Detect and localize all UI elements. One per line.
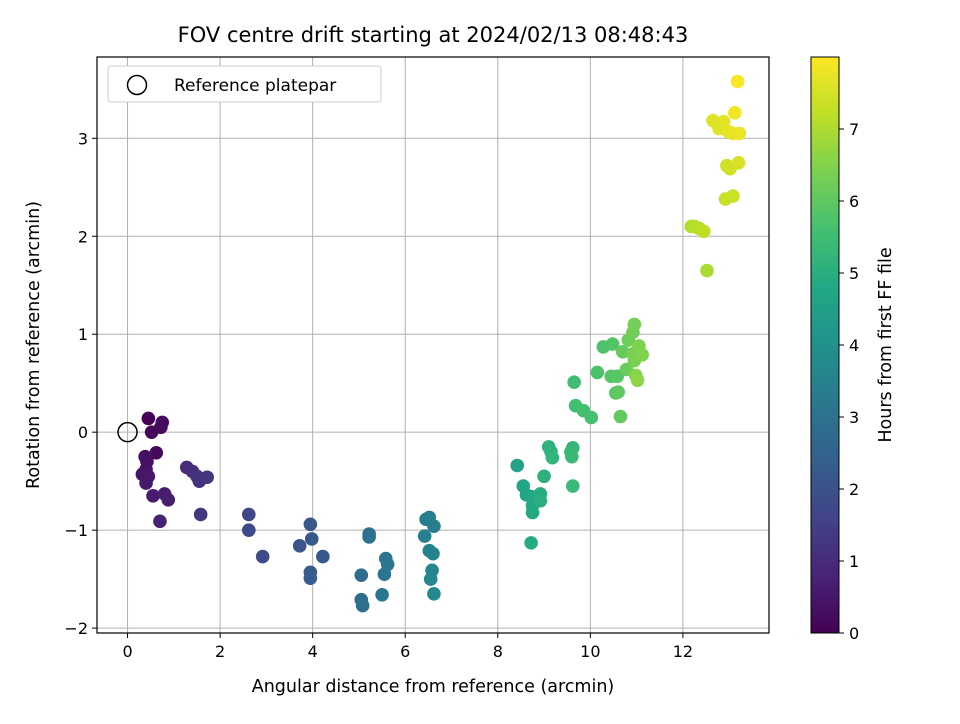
data-point (304, 532, 319, 546)
data-point (533, 493, 548, 508)
colorbar-tick-label: 4 (849, 336, 859, 355)
data-point (510, 458, 525, 473)
x-tick-label: 12 (673, 642, 693, 661)
legend-reference-marker (126, 74, 148, 96)
data-point (200, 470, 214, 485)
data-point (141, 411, 156, 426)
data-point (362, 530, 376, 544)
data-points (135, 74, 747, 613)
data-point (161, 492, 176, 507)
data-point (242, 523, 256, 537)
data-point (303, 517, 318, 532)
data-point (146, 489, 160, 503)
data-point (584, 410, 599, 425)
data-point (427, 519, 441, 534)
data-point (635, 347, 649, 362)
data-point (613, 409, 628, 424)
colorbar-tick-label: 5 (849, 264, 859, 283)
x-tick-label: 0 (122, 642, 132, 661)
grid (97, 57, 769, 633)
data-point (627, 317, 642, 332)
y-tick-label: −2 (64, 619, 88, 638)
x-tick-label: 8 (493, 642, 503, 661)
data-point (610, 369, 624, 384)
y-tick-label: 1 (78, 325, 88, 344)
data-point (427, 587, 441, 601)
data-point (153, 514, 167, 529)
data-point (605, 337, 620, 351)
data-point (426, 546, 440, 561)
data-point (696, 224, 711, 239)
data-point (565, 449, 579, 464)
x-tick-label: 6 (400, 642, 410, 661)
data-point (545, 450, 560, 465)
data-point (377, 567, 392, 582)
x-tick-label: 4 (308, 642, 318, 661)
data-point (255, 549, 270, 564)
data-point (732, 126, 747, 141)
data-point (355, 598, 370, 613)
data-point (700, 263, 714, 278)
x-axis-label: Angular distance from reference (arcmin) (252, 677, 615, 697)
y-tick-label: −1 (64, 521, 88, 540)
y-tick-label: 2 (78, 227, 88, 246)
y-axis-label: Rotation from reference (arcmin) (24, 201, 44, 489)
x-tick-label: 2 (215, 642, 225, 661)
data-point (149, 445, 164, 460)
data-point (537, 469, 551, 484)
data-point (139, 476, 153, 490)
data-point (154, 420, 168, 435)
data-point (730, 74, 745, 89)
data-point (615, 345, 630, 359)
colorbar-tick-label: 3 (849, 408, 859, 427)
data-point (316, 549, 330, 564)
colorbar-ticks: 0 1 2 3 4 5 6 7 (839, 120, 859, 643)
data-point (590, 365, 605, 380)
data-point (524, 536, 538, 550)
colorbar-tick-label: 6 (849, 192, 859, 211)
data-point (193, 507, 208, 522)
data-point (417, 529, 432, 543)
data-point (567, 375, 581, 390)
data-point (375, 587, 389, 602)
chart-title: FOV centre drift starting at 2024/02/13 … (178, 23, 689, 47)
x-tick-label: 10 (580, 642, 600, 661)
data-point (292, 539, 307, 553)
colorbar-tick-label: 7 (849, 120, 859, 139)
legend-reference-label: Reference platepar (174, 76, 336, 96)
data-point (303, 571, 318, 585)
data-point (354, 568, 369, 583)
reference-platepar-marker (117, 421, 138, 443)
data-point (423, 572, 438, 586)
data-point (727, 106, 742, 120)
reference-layer (117, 421, 138, 443)
y-tick-label: 3 (78, 129, 88, 148)
data-point (242, 507, 256, 522)
data-point (525, 505, 540, 520)
plot-frame (96, 56, 770, 634)
data-point (726, 189, 740, 203)
legend-box (107, 65, 382, 103)
colorbar-label: Hours from first FF file (876, 247, 896, 442)
y-tick-label: 0 (78, 423, 88, 442)
data-point (630, 373, 645, 388)
legend: Reference platepar (107, 65, 382, 103)
data-point (611, 385, 625, 399)
data-point (565, 479, 580, 493)
colorbar-tick-label: 1 (849, 552, 859, 571)
data-point (731, 155, 746, 170)
colorbar-tick-label: 0 (849, 624, 859, 643)
colorbar (810, 56, 840, 634)
colorbar-tick-label: 2 (849, 480, 859, 499)
